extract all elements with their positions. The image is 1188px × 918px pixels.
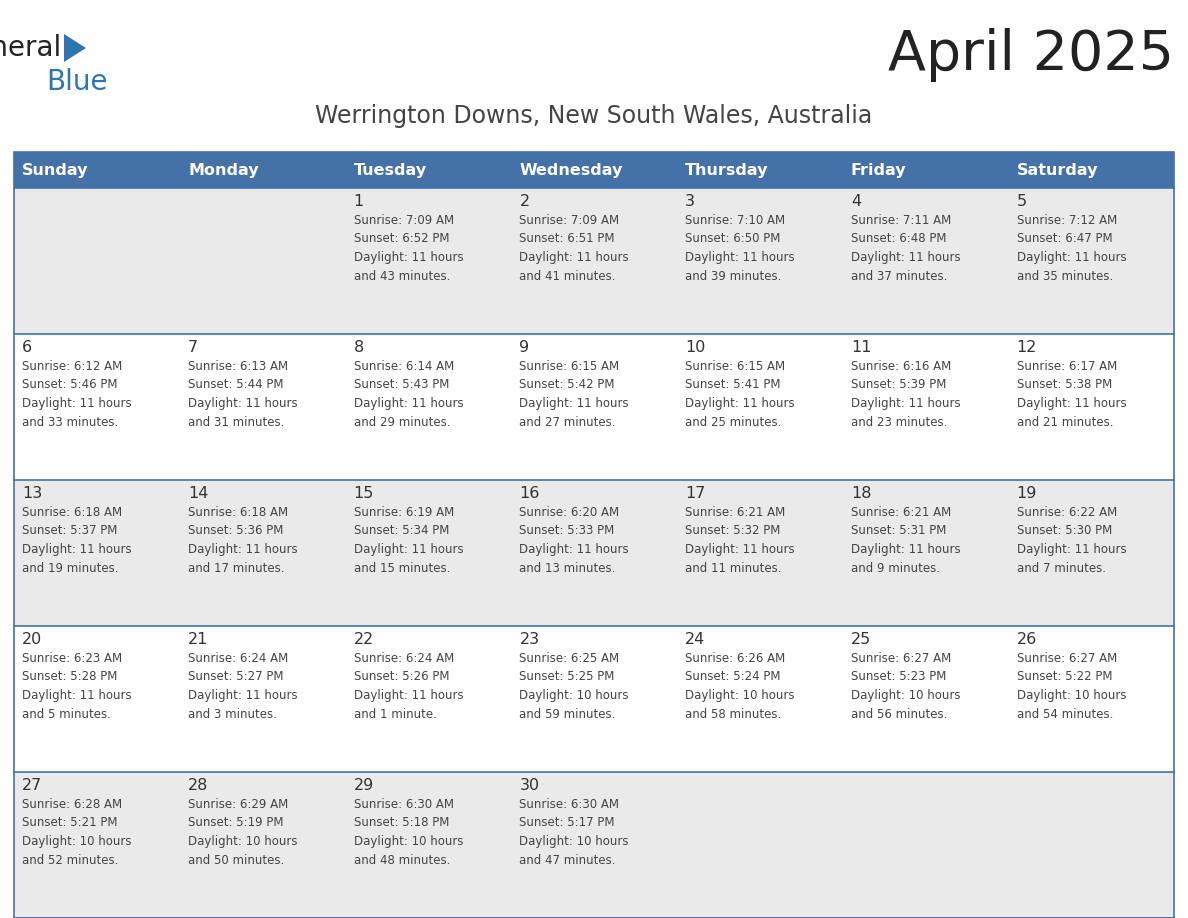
Text: Sunrise: 6:21 AM
Sunset: 5:31 PM
Daylight: 11 hours
and 9 minutes.: Sunrise: 6:21 AM Sunset: 5:31 PM Dayligh… xyxy=(851,506,960,575)
Text: 11: 11 xyxy=(851,340,871,355)
Bar xyxy=(346,152,511,188)
Text: 10: 10 xyxy=(685,340,706,355)
Text: Friday: Friday xyxy=(851,163,906,178)
Bar xyxy=(14,152,1174,918)
Text: 22: 22 xyxy=(354,632,374,647)
Text: 4: 4 xyxy=(851,194,861,209)
Text: 27: 27 xyxy=(23,778,43,793)
Bar xyxy=(1009,152,1174,188)
Text: Sunrise: 7:10 AM
Sunset: 6:50 PM
Daylight: 11 hours
and 39 minutes.: Sunrise: 7:10 AM Sunset: 6:50 PM Dayligh… xyxy=(685,214,795,283)
Text: 6: 6 xyxy=(23,340,32,355)
Text: Sunrise: 6:30 AM
Sunset: 5:17 PM
Daylight: 10 hours
and 47 minutes.: Sunrise: 6:30 AM Sunset: 5:17 PM Dayligh… xyxy=(519,798,628,867)
Text: 13: 13 xyxy=(23,486,43,501)
Bar xyxy=(14,152,179,188)
Text: Sunrise: 7:12 AM
Sunset: 6:47 PM
Daylight: 11 hours
and 35 minutes.: Sunrise: 7:12 AM Sunset: 6:47 PM Dayligh… xyxy=(1017,214,1126,283)
Bar xyxy=(842,152,1009,188)
Text: Sunrise: 6:29 AM
Sunset: 5:19 PM
Daylight: 10 hours
and 50 minutes.: Sunrise: 6:29 AM Sunset: 5:19 PM Dayligh… xyxy=(188,798,297,867)
Text: Sunrise: 6:14 AM
Sunset: 5:43 PM
Daylight: 11 hours
and 29 minutes.: Sunrise: 6:14 AM Sunset: 5:43 PM Dayligh… xyxy=(354,360,463,429)
Text: 30: 30 xyxy=(519,778,539,793)
Text: Sunrise: 6:23 AM
Sunset: 5:28 PM
Daylight: 11 hours
and 5 minutes.: Sunrise: 6:23 AM Sunset: 5:28 PM Dayligh… xyxy=(23,652,132,721)
Text: Sunrise: 6:19 AM
Sunset: 5:34 PM
Daylight: 11 hours
and 15 minutes.: Sunrise: 6:19 AM Sunset: 5:34 PM Dayligh… xyxy=(354,506,463,575)
Text: 3: 3 xyxy=(685,194,695,209)
Text: Sunrise: 6:17 AM
Sunset: 5:38 PM
Daylight: 11 hours
and 21 minutes.: Sunrise: 6:17 AM Sunset: 5:38 PM Dayligh… xyxy=(1017,360,1126,429)
Text: Monday: Monday xyxy=(188,163,259,178)
Text: Sunrise: 6:30 AM
Sunset: 5:18 PM
Daylight: 10 hours
and 48 minutes.: Sunrise: 6:30 AM Sunset: 5:18 PM Dayligh… xyxy=(354,798,463,867)
Bar xyxy=(14,480,1174,626)
Text: 7: 7 xyxy=(188,340,198,355)
Text: 19: 19 xyxy=(1017,486,1037,501)
Text: Sunrise: 6:15 AM
Sunset: 5:42 PM
Daylight: 11 hours
and 27 minutes.: Sunrise: 6:15 AM Sunset: 5:42 PM Dayligh… xyxy=(519,360,630,429)
Text: Thursday: Thursday xyxy=(685,163,769,178)
Text: Sunrise: 6:24 AM
Sunset: 5:26 PM
Daylight: 11 hours
and 1 minute.: Sunrise: 6:24 AM Sunset: 5:26 PM Dayligh… xyxy=(354,652,463,721)
Text: Werrington Downs, New South Wales, Australia: Werrington Downs, New South Wales, Austr… xyxy=(315,104,873,128)
Text: Sunrise: 6:22 AM
Sunset: 5:30 PM
Daylight: 11 hours
and 7 minutes.: Sunrise: 6:22 AM Sunset: 5:30 PM Dayligh… xyxy=(1017,506,1126,575)
Text: 16: 16 xyxy=(519,486,539,501)
Text: 23: 23 xyxy=(519,632,539,647)
Text: 18: 18 xyxy=(851,486,871,501)
Text: Sunrise: 6:16 AM
Sunset: 5:39 PM
Daylight: 11 hours
and 23 minutes.: Sunrise: 6:16 AM Sunset: 5:39 PM Dayligh… xyxy=(851,360,960,429)
Text: 15: 15 xyxy=(354,486,374,501)
Text: Tuesday: Tuesday xyxy=(354,163,426,178)
Text: Saturday: Saturday xyxy=(1017,163,1098,178)
Text: 17: 17 xyxy=(685,486,706,501)
Text: 28: 28 xyxy=(188,778,208,793)
Text: Sunrise: 7:09 AM
Sunset: 6:52 PM
Daylight: 11 hours
and 43 minutes.: Sunrise: 7:09 AM Sunset: 6:52 PM Dayligh… xyxy=(354,214,463,283)
Text: 8: 8 xyxy=(354,340,364,355)
Bar xyxy=(14,188,1174,334)
Text: 21: 21 xyxy=(188,632,208,647)
Text: Sunrise: 6:12 AM
Sunset: 5:46 PM
Daylight: 11 hours
and 33 minutes.: Sunrise: 6:12 AM Sunset: 5:46 PM Dayligh… xyxy=(23,360,132,429)
Text: Sunrise: 6:28 AM
Sunset: 5:21 PM
Daylight: 10 hours
and 52 minutes.: Sunrise: 6:28 AM Sunset: 5:21 PM Dayligh… xyxy=(23,798,132,867)
Text: 14: 14 xyxy=(188,486,208,501)
Text: Sunday: Sunday xyxy=(23,163,89,178)
Text: 20: 20 xyxy=(23,632,43,647)
Text: Blue: Blue xyxy=(46,68,107,96)
Bar xyxy=(14,626,1174,772)
Text: Sunrise: 6:27 AM
Sunset: 5:22 PM
Daylight: 10 hours
and 54 minutes.: Sunrise: 6:27 AM Sunset: 5:22 PM Dayligh… xyxy=(1017,652,1126,721)
Polygon shape xyxy=(64,34,86,62)
Text: 25: 25 xyxy=(851,632,871,647)
Text: General: General xyxy=(0,34,62,62)
Bar xyxy=(14,334,1174,480)
Text: Sunrise: 6:25 AM
Sunset: 5:25 PM
Daylight: 10 hours
and 59 minutes.: Sunrise: 6:25 AM Sunset: 5:25 PM Dayligh… xyxy=(519,652,628,721)
Text: Sunrise: 6:21 AM
Sunset: 5:32 PM
Daylight: 11 hours
and 11 minutes.: Sunrise: 6:21 AM Sunset: 5:32 PM Dayligh… xyxy=(685,506,795,575)
Text: 2: 2 xyxy=(519,194,530,209)
Text: 9: 9 xyxy=(519,340,530,355)
Text: April 2025: April 2025 xyxy=(887,28,1174,82)
Text: Sunrise: 7:09 AM
Sunset: 6:51 PM
Daylight: 11 hours
and 41 minutes.: Sunrise: 7:09 AM Sunset: 6:51 PM Dayligh… xyxy=(519,214,630,283)
Bar xyxy=(179,152,346,188)
Text: 5: 5 xyxy=(1017,194,1026,209)
Text: Sunrise: 6:15 AM
Sunset: 5:41 PM
Daylight: 11 hours
and 25 minutes.: Sunrise: 6:15 AM Sunset: 5:41 PM Dayligh… xyxy=(685,360,795,429)
Bar xyxy=(511,152,677,188)
Text: Sunrise: 6:24 AM
Sunset: 5:27 PM
Daylight: 11 hours
and 3 minutes.: Sunrise: 6:24 AM Sunset: 5:27 PM Dayligh… xyxy=(188,652,298,721)
Text: 26: 26 xyxy=(1017,632,1037,647)
Bar xyxy=(677,152,842,188)
Text: Sunrise: 6:20 AM
Sunset: 5:33 PM
Daylight: 11 hours
and 13 minutes.: Sunrise: 6:20 AM Sunset: 5:33 PM Dayligh… xyxy=(519,506,630,575)
Text: Sunrise: 6:27 AM
Sunset: 5:23 PM
Daylight: 10 hours
and 56 minutes.: Sunrise: 6:27 AM Sunset: 5:23 PM Dayligh… xyxy=(851,652,960,721)
Text: Sunrise: 6:13 AM
Sunset: 5:44 PM
Daylight: 11 hours
and 31 minutes.: Sunrise: 6:13 AM Sunset: 5:44 PM Dayligh… xyxy=(188,360,298,429)
Text: Sunrise: 6:18 AM
Sunset: 5:36 PM
Daylight: 11 hours
and 17 minutes.: Sunrise: 6:18 AM Sunset: 5:36 PM Dayligh… xyxy=(188,506,298,575)
Text: 1: 1 xyxy=(354,194,364,209)
Text: Sunrise: 7:11 AM
Sunset: 6:48 PM
Daylight: 11 hours
and 37 minutes.: Sunrise: 7:11 AM Sunset: 6:48 PM Dayligh… xyxy=(851,214,960,283)
Text: 29: 29 xyxy=(354,778,374,793)
Text: Sunrise: 6:26 AM
Sunset: 5:24 PM
Daylight: 10 hours
and 58 minutes.: Sunrise: 6:26 AM Sunset: 5:24 PM Dayligh… xyxy=(685,652,795,721)
Text: 24: 24 xyxy=(685,632,706,647)
Text: Sunrise: 6:18 AM
Sunset: 5:37 PM
Daylight: 11 hours
and 19 minutes.: Sunrise: 6:18 AM Sunset: 5:37 PM Dayligh… xyxy=(23,506,132,575)
Text: Wednesday: Wednesday xyxy=(519,163,623,178)
Bar xyxy=(14,772,1174,918)
Text: 12: 12 xyxy=(1017,340,1037,355)
